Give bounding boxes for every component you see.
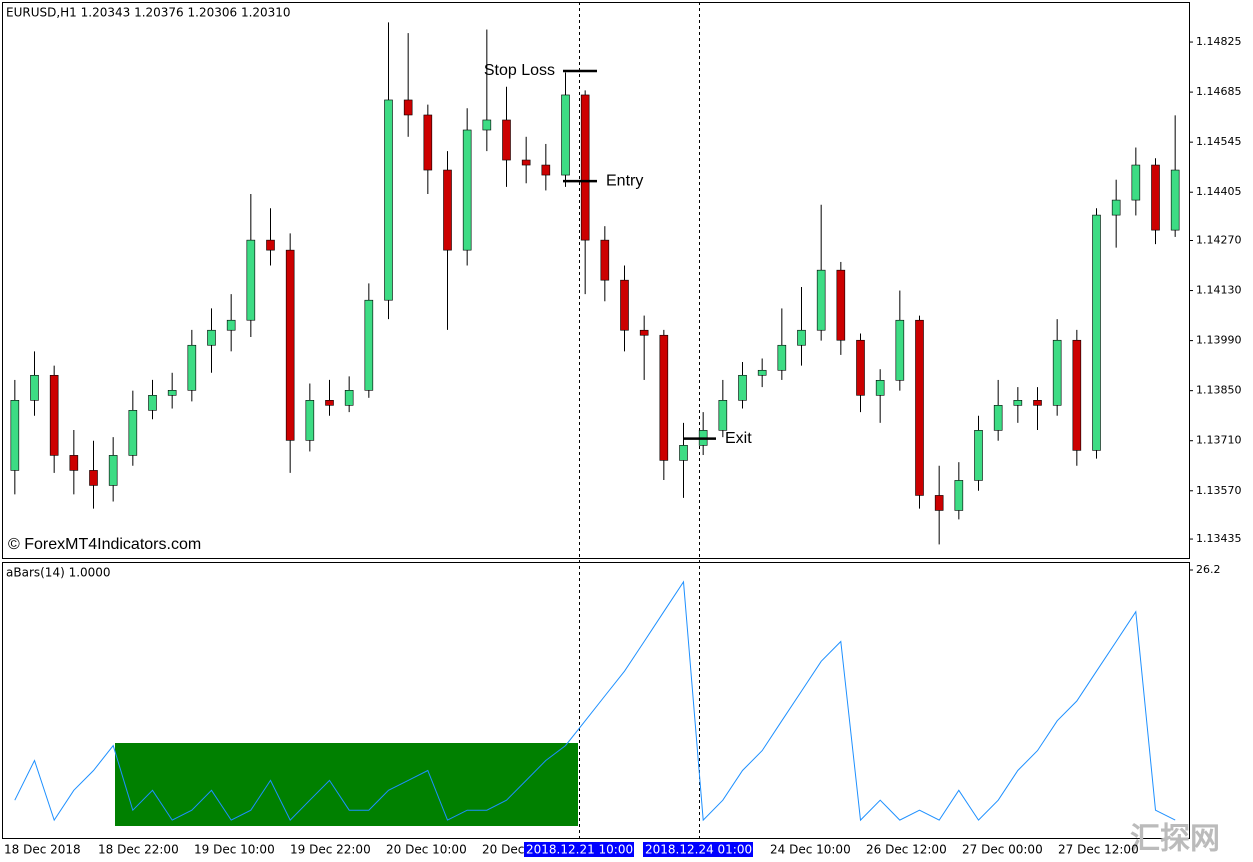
candle-body — [403, 99, 413, 116]
candle-body — [1013, 400, 1023, 406]
x-tick-label: 19 Dec 22:00 — [290, 843, 371, 857]
candle-body — [777, 344, 787, 371]
y-tick-label: 1.14545 — [1196, 135, 1242, 148]
candle-body — [108, 455, 118, 486]
y-tick-label: 1.14130 — [1196, 284, 1242, 297]
candle-body — [521, 159, 531, 166]
x-tick-label: 27 Dec 12:00 — [1058, 843, 1139, 857]
y-tick-label: 1.13570 — [1196, 484, 1242, 497]
y-tick-label: 1.13435 — [1196, 532, 1242, 545]
annotation-label: Entry — [606, 172, 643, 189]
x-tick-label: 2018.12.24 01:00 — [645, 843, 752, 857]
candle-body — [384, 99, 393, 301]
watermark: © ForexMT4Indicators.com — [8, 536, 201, 553]
candle-body — [1131, 164, 1141, 201]
candle-body — [443, 169, 452, 251]
candle-body — [679, 445, 688, 461]
candle-body — [718, 400, 728, 431]
candle-body — [816, 269, 826, 331]
candle-body — [659, 334, 669, 461]
candle-body — [856, 339, 865, 396]
x-tick-label: 18 Dec 22:00 — [98, 843, 179, 857]
candle-body — [915, 319, 924, 496]
candle-body — [639, 329, 649, 336]
candle-body — [482, 119, 492, 131]
candle-body — [246, 239, 256, 321]
candle-body — [580, 94, 590, 241]
annotation-label: Stop Loss — [484, 62, 555, 79]
candle-body — [148, 395, 157, 411]
x-tick-label: 19 Dec 10:00 — [194, 843, 275, 857]
y-tick-label: 26.2 — [1196, 563, 1221, 576]
candle-body — [266, 239, 275, 251]
candle-body — [462, 129, 472, 251]
candle-body — [1052, 339, 1062, 406]
x-tick-label: 20 Dec 10:00 — [386, 843, 467, 857]
candle-body — [757, 369, 767, 376]
candle-body — [305, 400, 315, 441]
candle-body — [30, 374, 39, 401]
candle-body — [69, 455, 79, 471]
annotation-label: Exit — [725, 430, 752, 447]
candle-body — [934, 495, 944, 511]
x-tick-label: 18 Dec 2018 — [4, 843, 81, 857]
candle-body — [49, 374, 59, 456]
y-tick-label: 1.13990 — [1196, 334, 1242, 347]
x-tick-label: 27 Dec 00:00 — [962, 843, 1043, 857]
indicator-panel-frame — [2, 562, 1190, 839]
candle-body — [1072, 339, 1082, 451]
candle-body — [836, 269, 846, 341]
x-tick-label: 20 Dec — [482, 843, 524, 857]
candle-body — [325, 400, 334, 406]
x-tick-label: 26 Dec 12:00 — [866, 843, 947, 857]
candle-body — [895, 319, 905, 381]
y-tick-label: 1.14270 — [1196, 233, 1242, 246]
candle-body — [1033, 400, 1042, 406]
indicator-line — [14, 580, 1176, 822]
x-label-highlight — [643, 842, 753, 857]
candle-body — [207, 329, 216, 346]
candle-body — [600, 239, 610, 281]
candle-body — [993, 405, 1003, 431]
x-label-highlight — [524, 842, 634, 857]
candle-body — [344, 390, 354, 406]
candle-body — [89, 470, 98, 486]
chart-title: EURUSD,H1 1.20343 1.20376 1.20306 1.2031… — [6, 6, 291, 20]
candle-body — [128, 410, 138, 456]
candle-body — [974, 430, 983, 481]
candle-body — [797, 329, 806, 346]
candle-body — [364, 299, 374, 391]
candle-body — [541, 164, 551, 176]
candle-body — [187, 344, 197, 391]
watermark: 汇探网 — [1130, 822, 1220, 857]
candle-body — [423, 114, 433, 171]
candle-body — [1170, 169, 1180, 231]
highlight-zone — [115, 743, 578, 826]
candle-body — [226, 319, 236, 331]
indicator-title: aBars(14) 1.0000 — [6, 566, 111, 580]
candle-body — [1111, 199, 1121, 216]
candle-body — [1151, 164, 1160, 231]
y-tick-label: 1.14685 — [1196, 85, 1242, 98]
candle-body — [875, 379, 885, 396]
candle-body — [167, 390, 177, 396]
candle-body — [738, 374, 747, 401]
candle-body — [285, 249, 295, 441]
candle-body — [10, 400, 20, 471]
candle-body — [561, 94, 570, 176]
y-tick-label: 1.14825 — [1196, 35, 1242, 48]
candle-body — [1092, 214, 1101, 451]
candle-body — [954, 480, 964, 511]
candle-body — [620, 279, 629, 331]
y-tick-label: 1.13710 — [1196, 434, 1242, 447]
price-panel-frame — [2, 2, 1190, 559]
x-tick-label: 24 Dec 10:00 — [770, 843, 851, 857]
y-tick-label: 1.13850 — [1196, 384, 1242, 397]
y-tick-label: 1.14405 — [1196, 185, 1242, 198]
candle-body — [502, 119, 511, 161]
x-tick-label: 2018.12.21 10:00 — [526, 843, 633, 857]
